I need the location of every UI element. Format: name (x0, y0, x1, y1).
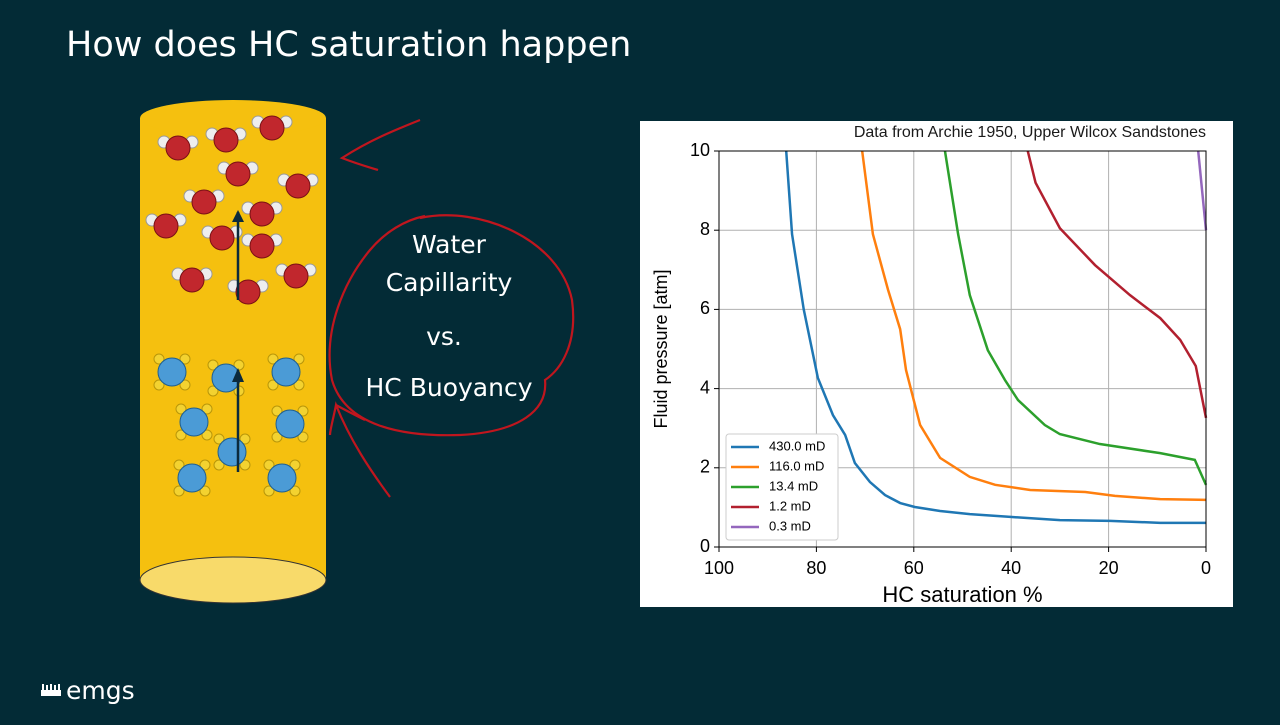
chart: 0 2 4 6 8 10 100 80 60 40 20 0 Data from Archie 1950… (651, 124, 1211, 607)
hydrogen (289, 459, 301, 471)
arrow-head (232, 368, 244, 382)
hydrogen (239, 433, 251, 445)
series-line (860, 150, 1207, 502)
hydrogen (207, 385, 219, 397)
oxygen (153, 213, 179, 239)
hydrogen (297, 431, 309, 443)
series-line (784, 150, 1206, 525)
hydrogen (289, 485, 301, 497)
x-tick-label: 60 (904, 558, 924, 578)
carbon (275, 409, 305, 439)
carbon (177, 463, 207, 493)
x-tick-label: 20 (1099, 558, 1119, 578)
hydrogen (267, 379, 279, 391)
series-line (943, 150, 1208, 486)
logo-text: emgs (66, 676, 135, 705)
carbon (267, 463, 297, 493)
oxygen (249, 233, 275, 259)
oxygen (213, 127, 239, 153)
y-tick-label: 4 (700, 377, 710, 397)
hydrogen (175, 403, 187, 415)
y-tick-label: 2 (700, 457, 710, 477)
y-tick-label: 0 (700, 536, 710, 556)
oxygen (191, 189, 217, 215)
x-tick-label: 0 (1201, 558, 1211, 578)
carbon (217, 437, 247, 467)
diagram-label: HC Buoyancy (366, 373, 533, 402)
hydrogen (213, 459, 225, 471)
hydrogen (153, 379, 165, 391)
legend-label: 0.3 mD (769, 518, 811, 533)
hydrogen (271, 431, 283, 443)
logo-icon (41, 684, 61, 696)
hydrogen (213, 433, 225, 445)
series-line (1026, 150, 1208, 419)
oxygen (285, 173, 311, 199)
hydrogen (175, 429, 187, 441)
y-tick-label: 8 (700, 219, 710, 239)
diagram-label: Water (412, 230, 487, 259)
y-axis-label: Fluid pressure [atm] (651, 269, 671, 428)
hydrogen (201, 403, 213, 415)
legend-label: 430.0 mD (769, 438, 825, 453)
carbon (179, 407, 209, 437)
hydrogen (173, 459, 185, 471)
hydrogen (293, 353, 305, 365)
oxygen (209, 225, 235, 251)
series-line (1196, 150, 1208, 231)
hydrogen (271, 405, 283, 417)
hand-circle (328, 214, 575, 437)
hydrogen (201, 429, 213, 441)
oxygen (235, 279, 261, 305)
hydrogen (239, 459, 251, 471)
legend-label: 116.0 mD (769, 458, 824, 473)
hand-arrow (339, 118, 421, 172)
carbon (157, 357, 187, 387)
slide-title: How does HC saturation happen (66, 25, 631, 65)
legend-label: 13.4 mD (769, 478, 818, 493)
chart-annotation: Data from Archie 1950, Upper Wilcox Sand… (854, 124, 1206, 141)
diagram-label: Capillarity (386, 268, 513, 297)
cylinder-bottom (139, 556, 327, 604)
x-tick-label: 80 (806, 558, 826, 578)
hydrogen (199, 459, 211, 471)
x-tick-label: 100 (704, 558, 734, 578)
hydrogen (297, 405, 309, 417)
oxygen (165, 135, 191, 161)
x-tick-label: 40 (1001, 558, 1021, 578)
carbon (271, 357, 301, 387)
oxygen (283, 263, 309, 289)
hydrogen (179, 353, 191, 365)
hydrogen (173, 485, 185, 497)
hydrogen (199, 485, 211, 497)
y-tick-label: 10 (690, 140, 710, 160)
oxygen (259, 115, 285, 141)
x-axis-label: HC saturation % (882, 582, 1042, 607)
hydrogen (207, 359, 219, 371)
oxygen (225, 161, 251, 187)
legend-label: 1.2 mD (769, 498, 811, 513)
hydrogen (179, 379, 191, 391)
arrow-head (232, 210, 244, 222)
diagram-label: vs. (426, 322, 462, 351)
oxygen (249, 201, 275, 227)
hydrogen (263, 485, 275, 497)
hydrogen (267, 353, 279, 365)
hydrogen (153, 353, 165, 365)
y-tick-label: 6 (700, 298, 710, 318)
legend-box (725, 433, 839, 541)
hydrogen (293, 379, 305, 391)
hydrogen (263, 459, 275, 471)
plot-frame (718, 150, 1207, 548)
oxygen (179, 267, 205, 293)
